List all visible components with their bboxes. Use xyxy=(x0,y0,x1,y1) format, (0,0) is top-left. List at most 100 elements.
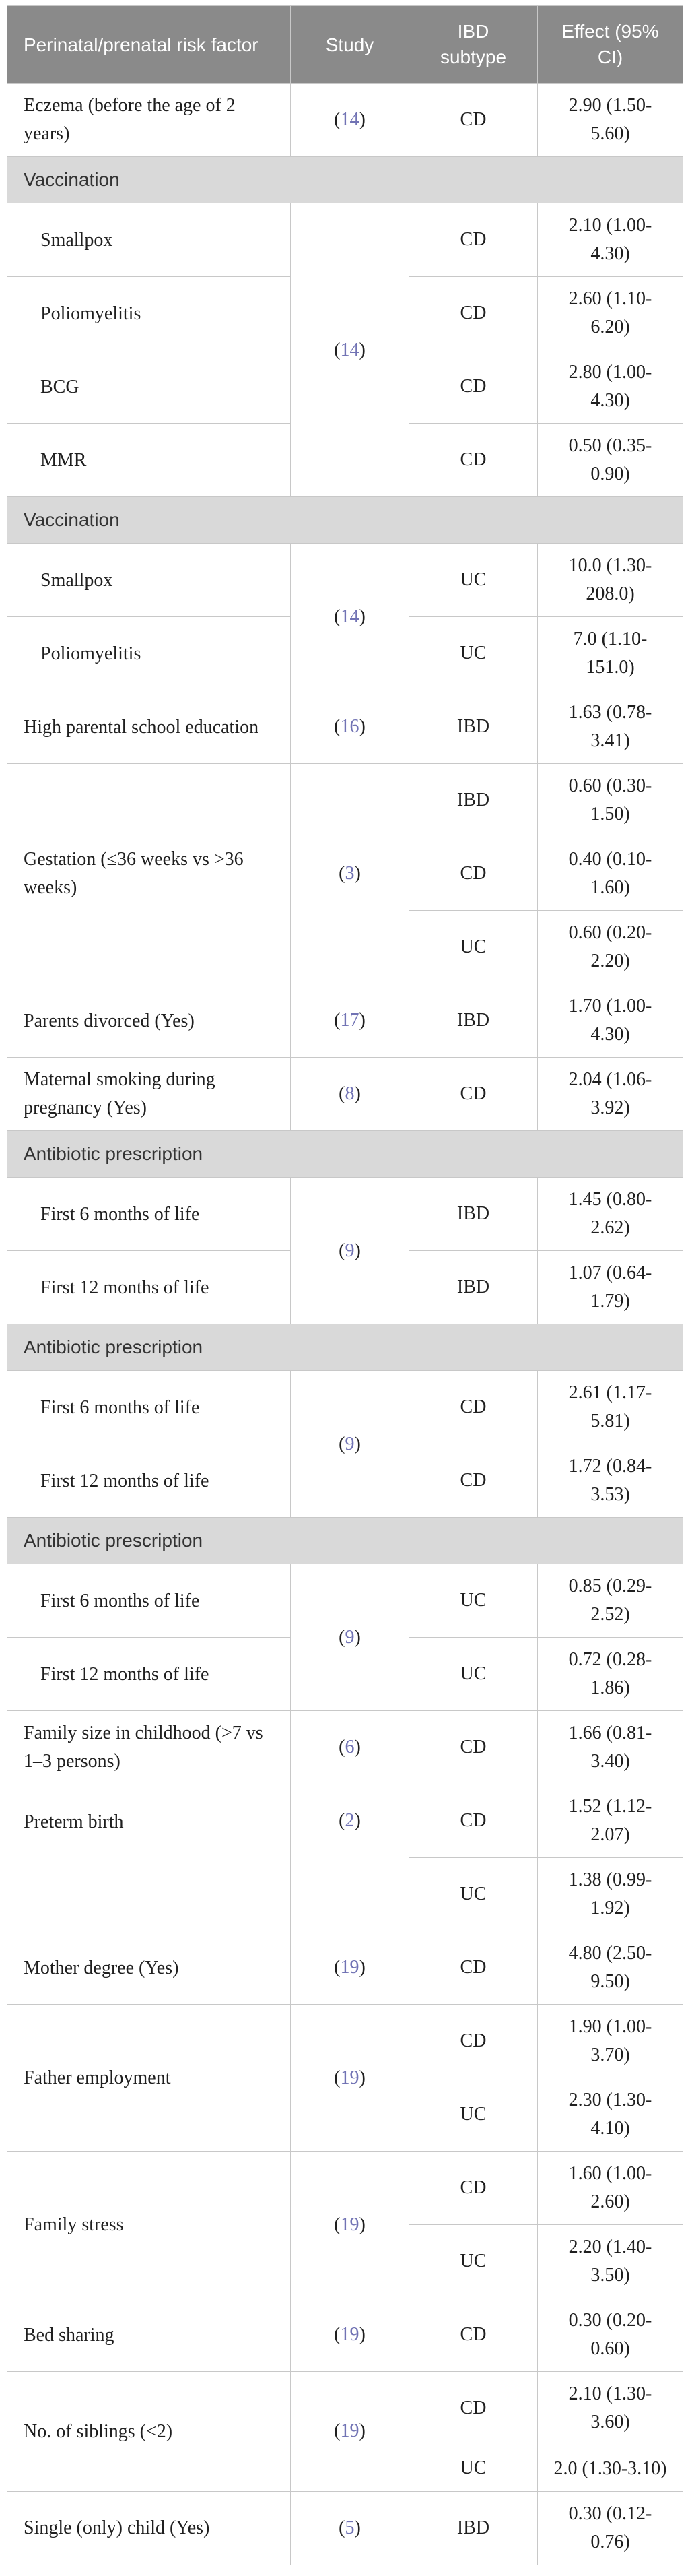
table-row: First 12 months of life CD 1.72 (0.84-​3… xyxy=(7,1444,683,1518)
effect-cell: 2.20 (1.40-​3.50) xyxy=(537,2224,683,2298)
ibd-subtype-cell: UC xyxy=(409,2078,538,2152)
table-body: Eczema (before the age of 2 years) (14) … xyxy=(7,83,683,2565)
effect-cell: 1.52 (1.12-​2.07) xyxy=(537,1784,683,1858)
close-paren: ) xyxy=(359,1010,366,1031)
study-ref-link[interactable]: 14 xyxy=(340,109,359,130)
table-row: UC 2.0 (1.30-​3.10) xyxy=(7,2445,683,2492)
close-paren: ) xyxy=(359,606,366,627)
risk-factor-label: Preterm birth xyxy=(24,1811,124,1832)
close-paren: ) xyxy=(354,2517,361,2538)
risk-factor-label: MMR xyxy=(40,449,87,471)
study-ref-link[interactable]: 19 xyxy=(340,2324,359,2345)
study-cell: (17) xyxy=(290,984,409,1058)
study-ref-link[interactable]: 9 xyxy=(345,1626,355,1648)
effect-value: 1.90 (1.00-​3.70) xyxy=(568,2016,652,2065)
risk-factor-label: High parental school education xyxy=(24,716,259,738)
study-cell: (14) xyxy=(290,543,409,690)
study-ref-link[interactable]: 14 xyxy=(340,339,359,360)
effect-value: 0.60 (0.20-​2.20) xyxy=(568,922,652,971)
ibd-subtype-cell: CD xyxy=(409,423,538,497)
study-cell: (2) xyxy=(290,1784,409,1931)
ibd-subtype-value: CD xyxy=(460,109,487,130)
table-row: UC 2.30 (1.30-​4.10) xyxy=(7,2078,683,2152)
risk-factor-cell: Mother degree (Yes) xyxy=(7,1931,291,2005)
study-ref-link[interactable]: 14 xyxy=(340,606,359,627)
study-ref-link[interactable]: 19 xyxy=(340,2420,359,2442)
table-row: First 6 months of life (9) UC 0.85 (0.29… xyxy=(7,1564,683,1711)
study-ref-link[interactable]: 9 xyxy=(345,1433,355,1454)
effect-value: 0.72 (0.28-​1.86) xyxy=(568,1649,652,1698)
ibd-subtype-cell: CD xyxy=(409,276,538,350)
risk-factor-cell: First 6 months of life xyxy=(7,1177,291,1251)
table-row: CD 0.40 (0.10-​1.60) xyxy=(7,837,683,911)
study-cell: (6) xyxy=(290,1710,409,1784)
study-cell: (8) xyxy=(290,1057,409,1131)
table-row: Maternal smoking during pregnancy (Yes) … xyxy=(7,1057,683,1131)
table-row: Bed sharing (19) CD 0.30 (0.20-​0.60) xyxy=(7,2298,683,2372)
study-ref-link[interactable]: 17 xyxy=(340,1010,359,1031)
table-row: Family size in childhood (>7 vs 1–3 pers… xyxy=(7,1710,683,1784)
table-row: First 12 months of life UC 0.72 (0.28-​1… xyxy=(7,1637,683,1711)
risk-factor-label: Single (only) child (Yes) xyxy=(24,2517,210,2539)
effect-value: 0.40 (0.10-​1.60) xyxy=(568,849,652,898)
ibd-subtype-value: CD xyxy=(460,1396,487,1417)
risk-factor-label: Family stress xyxy=(24,2214,124,2236)
open-paren: ( xyxy=(334,339,341,360)
effect-cell: 2.61 (1.17-​5.81) xyxy=(537,1370,683,1444)
risk-factor-cell: Family stress xyxy=(7,2151,291,2298)
study-cell: (19) xyxy=(290,2371,409,2492)
ibd-subtype-cell: CD xyxy=(409,83,538,157)
ibd-subtype-cell: CD xyxy=(409,1444,538,1518)
risk-factor-label: Maternal smoking during pregnancy (Yes) xyxy=(24,1069,215,1118)
table-row: First 6 months of life (9) CD 2.61 (1.17… xyxy=(7,1370,683,1518)
effect-value: 0.50 (0.35-​0.90) xyxy=(568,435,652,484)
col-header-study-label: Study xyxy=(325,34,374,55)
study-ref-link[interactable]: 9 xyxy=(345,1239,355,1261)
ibd-subtype-value: IBD xyxy=(456,1277,490,1297)
study-ref-link[interactable]: 19 xyxy=(340,2214,359,2235)
study-ref-link[interactable]: 8 xyxy=(345,1083,355,1104)
ibd-subtype-cell: IBD xyxy=(409,984,538,1058)
study-ref-link[interactable]: 3 xyxy=(345,863,355,884)
study-cell: (16) xyxy=(290,690,409,764)
open-paren: ( xyxy=(339,863,345,884)
study-cell: (19) xyxy=(290,1931,409,2005)
study-ref-link[interactable]: 19 xyxy=(340,2067,359,2088)
ibd-subtype-value: UC xyxy=(460,2104,487,2125)
section-row: Vaccination xyxy=(7,156,683,203)
effect-cell: 1.07 (0.64-​1.79) xyxy=(537,1250,683,1324)
study-ref-link[interactable]: 6 xyxy=(345,1737,355,1758)
study-ref-link[interactable]: 16 xyxy=(340,716,359,737)
effect-cell: 1.90 (1.00-​3.70) xyxy=(537,2004,683,2078)
close-paren: ) xyxy=(354,1810,361,1831)
ibd-subtype-value: CD xyxy=(460,1737,487,1758)
effect-value: 0.30 (0.20-​0.60) xyxy=(568,2310,652,2359)
effect-cell: 2.10 (1.30-​3.60) xyxy=(537,2371,683,2445)
open-paren: ( xyxy=(334,1957,341,1978)
table-row: Father employment (19) CD 1.90 (1.00-​3.… xyxy=(7,2004,683,2152)
study-ref-link[interactable]: 5 xyxy=(345,2517,355,2538)
effect-cell: 2.30 (1.30-​4.10) xyxy=(537,2078,683,2152)
ibd-subtype-value: IBD xyxy=(456,1203,490,1224)
ibd-subtype-value: CD xyxy=(460,2397,487,2418)
study-cell: (19) xyxy=(290,2151,409,2298)
risk-factor-cell: MMR xyxy=(7,423,291,497)
open-paren: ( xyxy=(334,2324,341,2345)
effect-value: 1.45 (0.80-​2.62) xyxy=(568,1189,652,1238)
table-row: UC 2.20 (1.40-​3.50) xyxy=(7,2224,683,2298)
ibd-subtype-cell: IBD xyxy=(409,1250,538,1324)
effect-value: 2.90 (1.50-​5.60) xyxy=(568,95,652,144)
effect-cell: 0.30 (0.20-​0.60) xyxy=(537,2298,683,2372)
ibd-subtype-cell: UC xyxy=(409,2224,538,2298)
section-header: Antibiotic prescription xyxy=(7,1517,683,1564)
risk-factor-label: Poliomyelitis xyxy=(40,643,141,664)
ibd-subtype-cell: CD xyxy=(409,1931,538,2005)
close-paren: ) xyxy=(359,2324,366,2345)
study-ref-link[interactable]: 2 xyxy=(345,1810,355,1831)
ibd-subtype-value: IBD xyxy=(456,1010,490,1031)
risk-factor-cell: First 6 months of life xyxy=(7,1564,291,1638)
section-row: Antibiotic prescription xyxy=(7,1517,683,1564)
risk-factor-cell: Single (only) child (Yes) xyxy=(7,2490,291,2565)
effect-cell: 2.04 (1.06-​3.92) xyxy=(537,1057,683,1131)
study-ref-link[interactable]: 19 xyxy=(340,1957,359,1978)
